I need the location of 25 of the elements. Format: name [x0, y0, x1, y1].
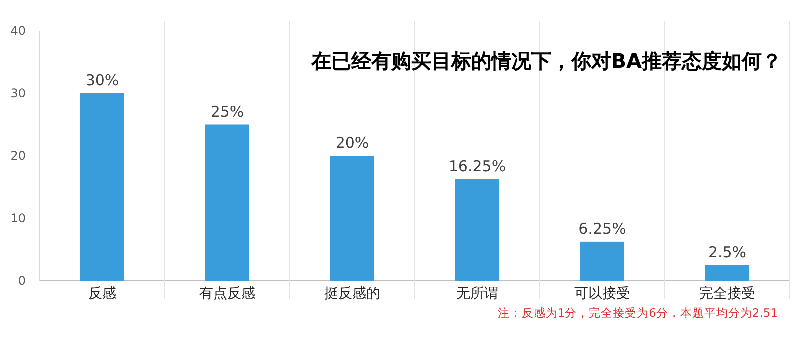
- bar: [330, 156, 374, 281]
- x-tick-label: 无所谓: [456, 286, 498, 302]
- x-tick-label: 反感: [88, 286, 116, 302]
- data-label: 20%: [336, 134, 370, 152]
- y-tick-label: 20: [10, 149, 26, 163]
- bar: [706, 265, 750, 281]
- x-tick-label: 可以接受: [574, 286, 630, 302]
- text: 在已经有购买目标的情况下，你对BA推荐态度如何？: [310, 49, 782, 73]
- y-tick-label: 10: [10, 212, 26, 226]
- data-label: 25%: [210, 102, 244, 121]
- data-label: 30%: [86, 72, 120, 90]
- text: 注：反感为1分，完全接受为6分，本题平均分为2.51: [498, 306, 778, 320]
- x-tick-label: 有点反感: [200, 286, 256, 302]
- data-label: 2.5%: [708, 243, 747, 262]
- data-label: 16.25%: [448, 157, 506, 176]
- x-tick-label: 挺反感的: [324, 286, 380, 302]
- y-tick-label: 0: [18, 274, 26, 288]
- bar: [456, 179, 500, 281]
- bar: [80, 94, 124, 281]
- y-tick-label: 40: [10, 24, 26, 38]
- data-label: 6.25%: [578, 220, 626, 238]
- x-tick-label: 完全接受: [700, 286, 756, 302]
- y-tick-label: 30: [10, 86, 26, 100]
- bar: [206, 124, 250, 281]
- bar: [580, 242, 624, 281]
